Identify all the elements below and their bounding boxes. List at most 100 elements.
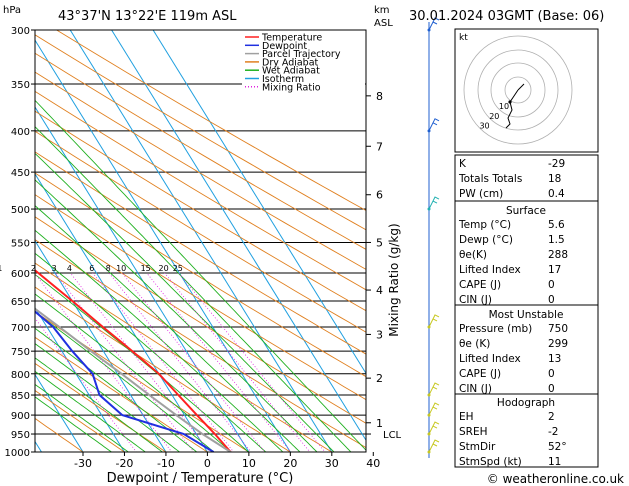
- mixing-ratio-label: 25: [173, 264, 183, 273]
- mixing-ratio-label: 20: [158, 264, 168, 273]
- mixing-ratio-label: 15: [141, 264, 151, 273]
- pressure-tick-label: 1000: [5, 448, 30, 459]
- wind-barb-dot: [427, 413, 431, 417]
- index-value: 18: [548, 173, 561, 185]
- index-value: 2: [548, 411, 555, 423]
- index-value: 17: [548, 264, 561, 276]
- index-box: [454, 393, 599, 468]
- index-box-title: Hodograph: [497, 397, 555, 409]
- wind-barb: [428, 17, 440, 31]
- wind-barb-dot: [427, 28, 431, 32]
- hodograph-ring: [477, 49, 559, 131]
- index-label: K: [459, 158, 467, 170]
- wind-barb: [428, 196, 440, 210]
- legend-label: Wet Adiabat: [262, 66, 320, 77]
- x-tick-label: -10: [157, 457, 175, 470]
- hodograph-ring: [490, 62, 546, 118]
- isotherm-line: [69, 30, 333, 452]
- index-label: θe(K): [459, 249, 487, 261]
- location-label: 43°37'N 13°22'E 119m ASL: [58, 9, 237, 24]
- index-label: θe (K): [459, 338, 490, 350]
- wet-adiabat-line: [35, 229, 284, 452]
- mixing-ratio-label: 8: [106, 264, 111, 273]
- index-value: 0: [548, 279, 555, 291]
- wind-barb: [428, 382, 440, 396]
- km-tick-label: 2: [376, 372, 383, 385]
- pressure-tick-label: 350: [11, 80, 30, 91]
- asl-unit-label: ASL: [374, 18, 393, 29]
- index-box: [454, 304, 599, 395]
- wind-barb-dot: [427, 325, 431, 329]
- hodograph-storm-motion: [517, 83, 525, 91]
- copyright-label: © weatheronline.co.uk: [487, 472, 624, 486]
- dry-adiabat-line: [35, 110, 366, 312]
- legend-label: Dewpoint: [262, 41, 307, 52]
- wet-adiabat-line: [35, 99, 366, 451]
- wet-adiabat-line: [35, 273, 250, 452]
- index-value: -2: [548, 426, 558, 438]
- index-value: 0: [548, 368, 555, 380]
- legend-label: Dry Adiabat: [262, 57, 319, 68]
- isotherm-line: [0, 6, 11, 469]
- km-unit-label: km: [374, 5, 390, 16]
- index-value: 299: [548, 338, 568, 350]
- mixing-ratio-line: [70, 272, 211, 452]
- x-axis-title: Dewpoint / Temperature (°C): [107, 471, 294, 486]
- dry-adiabat-line: [35, 390, 126, 452]
- hodograph-ring-label: 20: [489, 112, 499, 121]
- index-label: Lifted Index: [459, 264, 521, 276]
- x-tick-label: 0: [204, 457, 211, 470]
- mixing-ratio-line: [35, 273, 173, 452]
- index-label: SREH: [459, 426, 488, 438]
- wet-adiabat-line: [35, 152, 335, 452]
- isotherm-line: [35, 239, 167, 452]
- mixing-ratio-line: [121, 272, 266, 452]
- wet-adiabat-line: [35, 383, 130, 452]
- wind-barb-dot: [427, 207, 431, 211]
- mixing-ratio-label: 2: [31, 264, 36, 273]
- wet-adiabat-line: [35, 343, 181, 452]
- dry-adiabat-line: [35, 71, 366, 270]
- isotherm-line: [35, 39, 291, 452]
- mixing-ratio-label: 4: [67, 264, 72, 273]
- dry-adiabat-line: [35, 336, 209, 452]
- wind-barb-dot: [427, 129, 431, 133]
- lcl-label: LCL: [383, 430, 402, 441]
- index-label: StmSpd (kt): [459, 456, 522, 468]
- pressure-tick-label: 450: [11, 168, 30, 179]
- profile-parcel-trajectory: [35, 307, 232, 452]
- index-box: [454, 200, 599, 306]
- x-tick-label: 20: [283, 457, 297, 470]
- isotherm-line: [35, 172, 208, 452]
- pressure-tick-label: 650: [11, 297, 30, 308]
- wind-barb-dot: [427, 393, 431, 397]
- dry-adiabat-line: [35, 417, 84, 452]
- wet-adiabat-line: [35, 396, 113, 452]
- hodograph-unit: kt: [459, 33, 468, 43]
- index-value: 0.4: [548, 188, 565, 200]
- pressure-tick-label: 300: [11, 26, 30, 37]
- dry-adiabat-line: [35, 239, 366, 449]
- wet-adiabat-line: [35, 252, 267, 452]
- pressure-tick-label: 500: [11, 205, 30, 216]
- mixing-ratio-label: 10: [116, 264, 126, 273]
- index-label: Lifted Index: [459, 353, 521, 365]
- index-value: 13: [548, 353, 561, 365]
- mixing-ratio-line: [164, 272, 311, 452]
- wet-adiabat-line: [35, 370, 147, 452]
- wind-barb: [428, 402, 440, 416]
- km-tick-label: 7: [376, 140, 383, 153]
- index-label: CAPE (J): [459, 368, 501, 380]
- mixing-ratio-label: 6: [89, 264, 94, 273]
- index-value: 1.5: [548, 234, 565, 246]
- index-label: Totals Totals: [458, 173, 522, 185]
- dry-adiabat-line: [35, 286, 292, 452]
- wet-adiabat-line: [35, 179, 318, 452]
- hodograph-ring-label: 10: [499, 102, 509, 111]
- pressure-tick-label: 950: [11, 430, 30, 441]
- wind-barb: [428, 118, 440, 132]
